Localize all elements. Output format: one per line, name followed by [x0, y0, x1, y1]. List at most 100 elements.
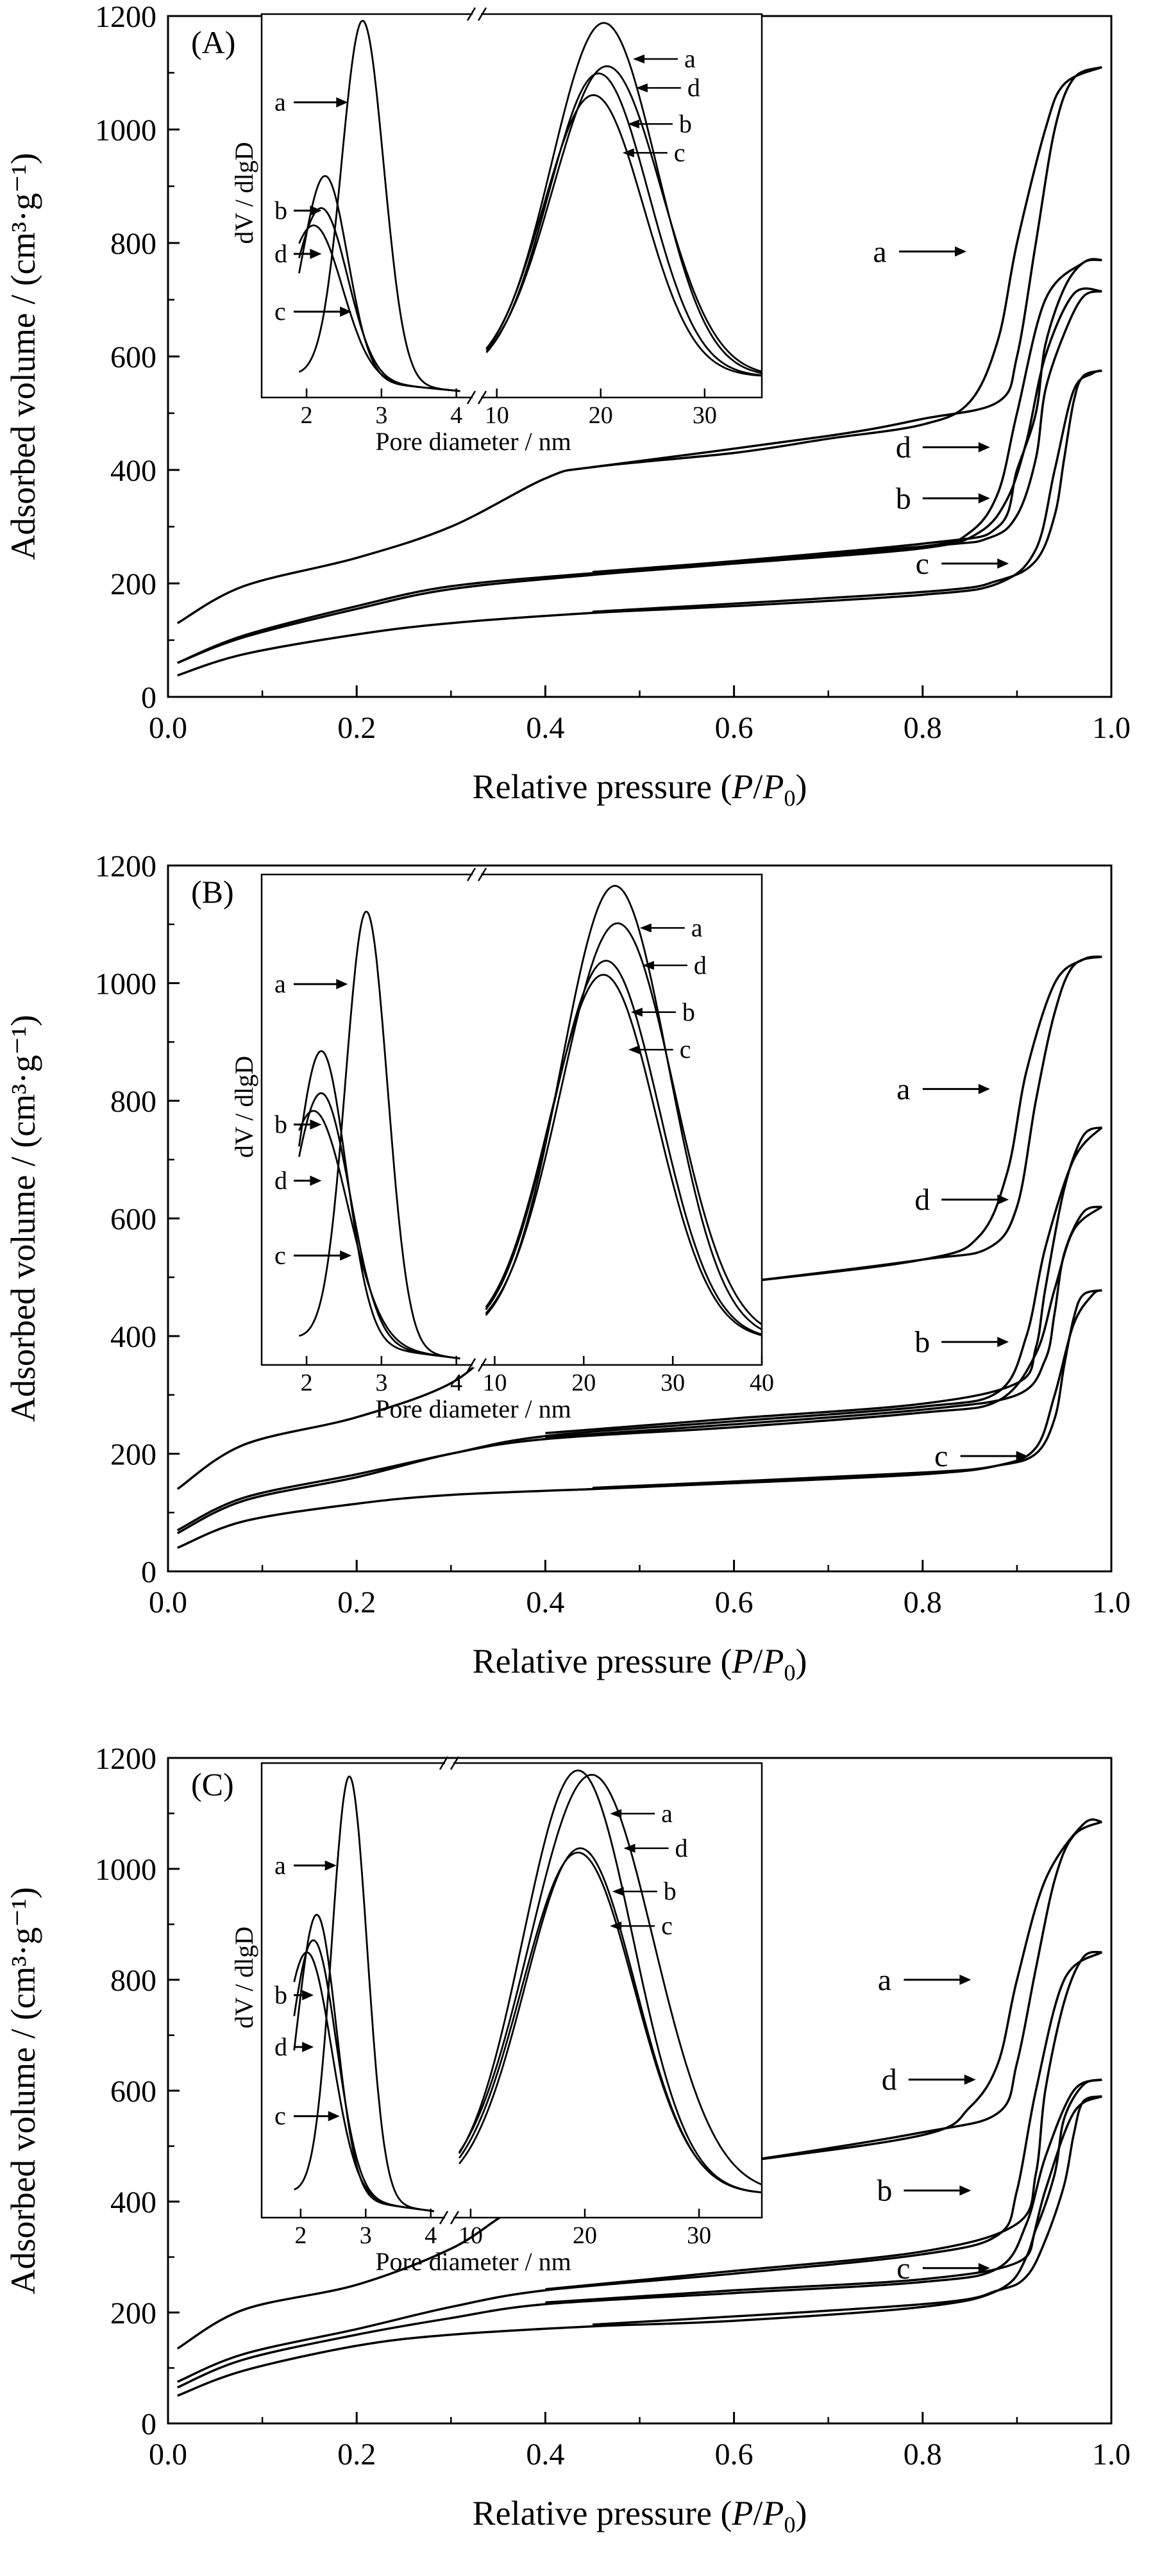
inset-left-label-text-c: c [274, 1241, 286, 1269]
panel-c: 0.0 0.2 0.4 0.6 0.8 1.0020040060080010001200R… [4, 1742, 1131, 2538]
x-tick-label: 0.6 [715, 711, 753, 745]
inset-x-tick-label: 30 [661, 1369, 685, 1396]
panel-a: 0.0 0.2 0.4 0.6 0.8 1.0020040060080010001200R… [4, 0, 1131, 811]
curve-label-text-b: b [877, 2174, 892, 2208]
isotherm-c [177, 1289, 1103, 1549]
inset-y-axis-label: dV / dlgD [230, 1056, 258, 1158]
curve-label-d: d [896, 431, 990, 465]
inset-left-label-text-b: b [274, 196, 287, 225]
isotherm-b [177, 2078, 1102, 2389]
x-axis-label-close: ) [795, 767, 807, 806]
inset-bottom-break-gap [445, 2215, 453, 2220]
axis-break-mark [477, 7, 487, 21]
x-tick-label: 0.6 [715, 1585, 753, 1619]
inset-right-label-d: d [623, 1834, 688, 1862]
inset-x-tick-label: 3 [375, 402, 387, 429]
axis-break-mark [450, 2211, 460, 2225]
inset-right-label-c: c [610, 1911, 673, 1940]
x-axis-label-var2: P [762, 767, 784, 806]
inset-left-label-b: b [274, 1110, 322, 1139]
x-tick-label: 0.0 [149, 711, 187, 745]
x-tick-label: 0.0 [149, 1585, 187, 1619]
curve-label-arrow-a-head [955, 246, 967, 257]
inset-right-peak-c [485, 94, 762, 377]
inset-right-label-text-b: b [679, 109, 692, 138]
inset-x-tick-label: 20 [573, 2222, 597, 2249]
inset-left-label-arrow-a-head [324, 1860, 337, 1871]
inset-left-label-arrow-d-head [310, 249, 322, 260]
adsorption-curve-c [177, 1289, 1103, 1549]
y-axis-label: Adsorbed volume / (cm³·g⁻¹) [4, 1887, 42, 2294]
curve-label-arrow-b-head [978, 493, 990, 504]
inset-left-label-arrow-c-head [328, 2111, 340, 2121]
curve-label-text-d: d [914, 1183, 930, 1217]
inset-right-label-text-a: a [661, 1799, 673, 1828]
inset-left-label-b: b [274, 196, 322, 225]
inset-left-label-c: c [274, 1241, 352, 1269]
x-axis-label-slash: / [753, 1642, 762, 1680]
inset-right-label-b: b [630, 998, 695, 1026]
desorption-curve-c [592, 1289, 1102, 1489]
x-axis-label-main: Relative pressure ( [473, 2494, 732, 2532]
y-tick-label: 1000 [95, 1853, 156, 1887]
x-axis-label-var: P [731, 2494, 753, 2532]
inset-top-break-gap [445, 1761, 453, 1766]
y-tick-label: 400 [110, 1320, 156, 1354]
inset-left-peak-a [298, 19, 460, 392]
isotherm-c [177, 2095, 1103, 2397]
curve-label-text-a: a [878, 1963, 891, 1997]
y-tick-label: 1000 [95, 967, 156, 1001]
inset-left-label-arrow-b-head [302, 1990, 314, 2000]
inset-right-label-text-d: d [675, 1834, 688, 1862]
inset-left-label-text-a: a [274, 969, 286, 998]
curve-label-text-d: d [896, 431, 911, 465]
inset-left-label-text-c: c [274, 297, 286, 326]
x-axis-label: Relative pressure (P/P0) [473, 767, 807, 811]
x-tick-label: 0.4 [526, 2438, 564, 2471]
curve-label-arrow-d-head [997, 1194, 1009, 1205]
x-axis-label: Relative pressure (P/P0) [473, 1642, 807, 1685]
y-axis-label: Adsorbed volume / (cm³·g⁻¹) [4, 1015, 42, 1422]
x-axis-label-var2: P [762, 1642, 784, 1680]
panel-label: (B) [191, 874, 234, 910]
adsorption-curve-b [176, 1205, 1103, 1534]
curve-label-text-b: b [896, 481, 911, 515]
inset-left-label-d: d [274, 1166, 322, 1195]
inset-x-tick-label: 2 [294, 2222, 307, 2249]
inset-x-tick-label: 10 [459, 2222, 483, 2249]
curve-label-arrow-c-head [997, 558, 1009, 569]
inset-right-peak-a [485, 22, 762, 374]
curve-label-text-c: c [896, 2252, 910, 2286]
inset-left-label-text-d: d [274, 2032, 287, 2061]
inset-y-axis-label: dV / dlgD [230, 142, 258, 244]
y-tick-label: 200 [110, 567, 156, 601]
x-axis-label-var: P [731, 1642, 753, 1680]
inset-x-tick-label: 40 [750, 1369, 774, 1396]
inset-left-label-arrow-b-head [310, 1119, 322, 1130]
curve-label-arrow-c-head [1016, 1451, 1028, 1462]
axis-break-mark [466, 390, 476, 405]
inset-right-peak-b [485, 72, 762, 376]
adsorption-curve-a [176, 65, 1103, 624]
curve-label-a: a [873, 235, 967, 269]
inset-x-tick-label: 4 [450, 402, 462, 429]
desorption-curve-d [545, 1950, 1102, 2291]
x-tick-label: 0.0 [149, 2438, 187, 2471]
adsorption-curve-c [177, 2095, 1103, 2397]
isotherm-a [176, 65, 1103, 624]
inset-left-label-a: a [274, 1851, 337, 1880]
y-tick-label: 200 [110, 1438, 156, 1472]
inset-left-label-text-d: d [274, 239, 287, 268]
y-tick-label: 800 [110, 1964, 156, 1998]
inset-right-label-text-c: c [680, 1035, 691, 1064]
inset-right-peak-d [485, 922, 762, 1326]
inset-curve-a [298, 19, 762, 392]
inset-x-tick-label: 30 [693, 402, 717, 429]
inset-x-axis-label: Pore diameter / nm [375, 427, 571, 456]
x-tick-label: 1.0 [1092, 711, 1131, 745]
y-tick-label: 0 [141, 1555, 156, 1589]
inset-right-label-d: d [642, 951, 707, 980]
inset-x-tick-label: 20 [589, 402, 613, 429]
inset-y-axis-label: dV / dlgD [230, 1927, 258, 2028]
